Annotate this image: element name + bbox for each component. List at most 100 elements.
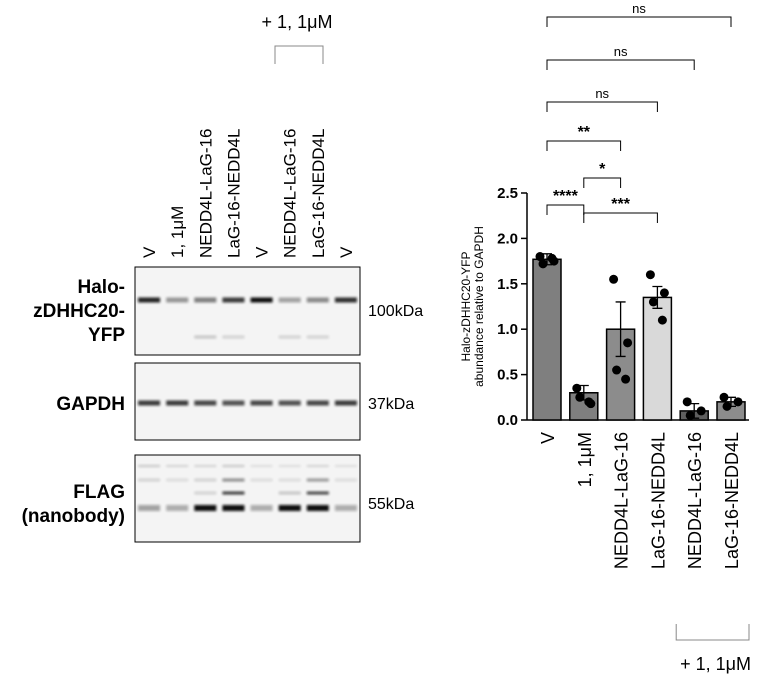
y-tick-label: 0.5 <box>497 367 518 384</box>
lane-label: V <box>140 246 159 258</box>
blot-band <box>278 400 301 406</box>
treatment-bracket <box>274 45 324 64</box>
significance-label: ns <box>614 44 628 59</box>
panel-label: YFP <box>88 325 125 346</box>
blot-band <box>278 491 301 495</box>
group-label: + 1, 1μM <box>680 654 751 674</box>
y-axis-label: abundance relative to GAPDH <box>472 226 486 387</box>
data-point <box>612 365 622 375</box>
lane-label: LaG-16-NEDD4L <box>224 129 243 258</box>
data-point <box>547 253 557 263</box>
blot-band <box>194 400 217 406</box>
group-bracket <box>675 624 750 641</box>
bar <box>642 296 673 421</box>
blot-band <box>138 505 161 511</box>
size-label: 55kDa <box>368 496 414 513</box>
lane-label: V <box>337 246 356 258</box>
blot-band <box>278 465 301 467</box>
size-label: 100kDa <box>368 303 423 320</box>
significance-label: ns <box>632 1 646 16</box>
blot-band <box>250 400 273 406</box>
panel-label: (nanobody) <box>22 506 125 527</box>
significance-label: * <box>599 161 606 178</box>
data-point <box>623 338 633 348</box>
blot-band <box>250 297 273 303</box>
y-tick-label: 2.5 <box>497 185 518 202</box>
blot-band <box>166 400 189 406</box>
data-point <box>584 397 594 407</box>
y-tick-label: 0.0 <box>497 412 518 429</box>
treatment-label: + 1, 1μM <box>262 12 333 32</box>
y-tick-label: 1.5 <box>497 276 518 293</box>
data-point <box>733 397 743 407</box>
x-tick-label: V <box>538 432 558 444</box>
blot-band <box>166 505 189 511</box>
blot-band <box>306 465 329 467</box>
blot-band <box>222 478 245 482</box>
size-label: 37kDa <box>368 396 414 413</box>
blot-band <box>278 505 301 511</box>
significance-bracket <box>546 59 695 70</box>
data-point <box>609 274 619 284</box>
x-tick-label: NEDD4L-LaG-16 <box>685 432 705 569</box>
blot-band <box>222 400 245 406</box>
data-point <box>682 397 692 407</box>
error-bar <box>652 285 663 309</box>
significance-bracket <box>546 140 622 151</box>
significance-bracket <box>546 16 732 27</box>
data-point <box>657 315 667 325</box>
x-tick-label: NEDD4L-LaG-16 <box>612 432 632 569</box>
blot-band <box>278 335 301 339</box>
blot-band <box>222 505 245 511</box>
panel-label: zDHHC20- <box>33 301 125 322</box>
blot-band <box>306 478 329 482</box>
lane-label: V <box>253 246 272 258</box>
panel-label: GAPDH <box>56 394 125 415</box>
lane-label: LaG-16-NEDD4L <box>309 129 328 258</box>
blot-band <box>334 297 357 303</box>
blot-band <box>166 478 189 482</box>
y-axis-label: Halo-zDHHC20-YFP <box>459 251 473 361</box>
data-point <box>535 252 545 262</box>
blot-band <box>250 505 273 511</box>
data-point <box>659 288 669 298</box>
panel-label: FLAG <box>73 482 125 503</box>
blot-band <box>334 465 357 467</box>
blot-band <box>278 478 301 482</box>
blot-band <box>194 465 217 467</box>
blot-band <box>194 478 217 482</box>
data-point <box>572 383 582 393</box>
blot-band <box>166 297 189 303</box>
blot-band <box>306 297 329 303</box>
blot-panel <box>134 454 361 543</box>
data-point <box>538 259 548 269</box>
blot-band <box>250 465 273 467</box>
significance-label: *** <box>611 196 630 213</box>
blot-band <box>306 505 329 511</box>
blot-band <box>306 335 329 339</box>
significance-bracket <box>546 204 585 215</box>
blot-band <box>138 297 161 303</box>
blot-band <box>222 491 245 495</box>
y-tick-label: 1.0 <box>497 321 518 338</box>
data-point <box>648 297 658 307</box>
data-point <box>722 401 732 411</box>
lane-label: 1, 1μM <box>168 206 187 258</box>
blot-band <box>278 297 301 303</box>
blot-band <box>334 478 357 482</box>
significance-label: **** <box>553 188 579 205</box>
blot-band <box>306 491 329 495</box>
significance-label: ** <box>578 124 591 141</box>
data-point <box>575 392 585 402</box>
y-tick-label: 2.0 <box>497 230 518 247</box>
blot-band <box>194 297 217 303</box>
significance-bracket <box>583 212 658 223</box>
blot-band <box>194 491 217 495</box>
x-tick-label: 1, 1μM <box>575 432 595 487</box>
blot-band <box>250 478 273 482</box>
data-point <box>621 374 631 384</box>
bar <box>532 258 562 421</box>
lane-label: NEDD4L-LaG-16 <box>196 129 215 258</box>
lane-label: NEDD4L-LaG-16 <box>281 129 300 258</box>
